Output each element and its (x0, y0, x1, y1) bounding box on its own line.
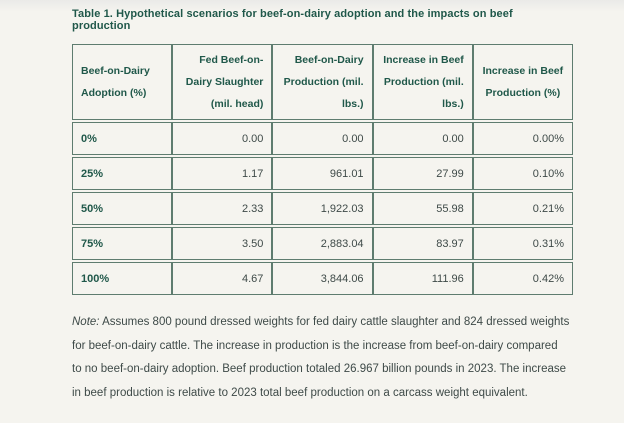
data-cell: 0.10% (472, 157, 573, 190)
header-row: Beef-on-Dairy Adoption (%) Fed Beef-on- D… (72, 44, 573, 120)
table-row: 100% 4.67 3,844.06 111.96 0.42% (72, 262, 573, 295)
data-cell: 2,883.04 (272, 227, 373, 260)
table-row: 25% 1.17 961.01 27.99 0.10% (72, 157, 573, 190)
article-content: Table 1. Hypothetical scenarios for beef… (72, 8, 573, 405)
row-label-cell: 0% (72, 122, 173, 155)
data-cell: 111.96 (372, 262, 473, 295)
table-title: Table 1. Hypothetical scenarios for beef… (72, 8, 513, 32)
note-text: Assumes 800 pound dressed weights for fe… (72, 316, 570, 399)
column-header-0: Beef-on-Dairy Adoption (%) (72, 44, 173, 120)
table-row: 0% 0.00 0.00 0.00 0.00% (72, 122, 573, 155)
data-cell: 0.00 (272, 122, 373, 155)
table-note: Note: Assumes 800 pound dressed weights … (72, 311, 570, 405)
note-label: Note: (72, 316, 100, 328)
data-cell: 83.97 (372, 227, 473, 260)
table-row: 75% 3.50 2,883.04 83.97 0.31% (72, 227, 573, 260)
data-cell: 0.42% (472, 262, 573, 295)
row-label-cell: 50% (72, 192, 173, 225)
table-row: 50% 2.33 1,922.03 55.98 0.21% (72, 192, 573, 225)
data-cell: 0.00% (472, 122, 573, 155)
data-cell: 0.00 (172, 122, 273, 155)
beef-on-dairy-scenarios-table: Beef-on-Dairy Adoption (%) Fed Beef-on- D… (72, 42, 573, 297)
data-cell: 1,922.03 (272, 192, 373, 225)
row-label-cell: 25% (72, 157, 173, 190)
column-header-2: Beef-on-Dairy Production (mil. lbs.) (272, 44, 373, 120)
column-header-3: Increase in Beef Production (mil. lbs.) (372, 44, 473, 120)
column-header-1: Fed Beef-on- Dairy Slaughter (mil. head) (172, 44, 273, 120)
row-label-cell: 75% (72, 227, 173, 260)
data-cell: 0.21% (472, 192, 573, 225)
data-cell: 3,844.06 (272, 262, 373, 295)
data-cell: 4.67 (172, 262, 273, 295)
data-cell: 3.50 (172, 227, 273, 260)
data-cell: 0.31% (472, 227, 573, 260)
data-cell: 55.98 (372, 192, 473, 225)
column-header-4: Increase in Beef Production (%) (472, 44, 573, 120)
data-cell: 27.99 (372, 157, 473, 190)
row-label-cell: 100% (72, 262, 173, 295)
data-cell: 1.17 (172, 157, 273, 190)
data-cell: 2.33 (172, 192, 273, 225)
data-cell: 0.00 (372, 122, 473, 155)
data-cell: 961.01 (272, 157, 373, 190)
